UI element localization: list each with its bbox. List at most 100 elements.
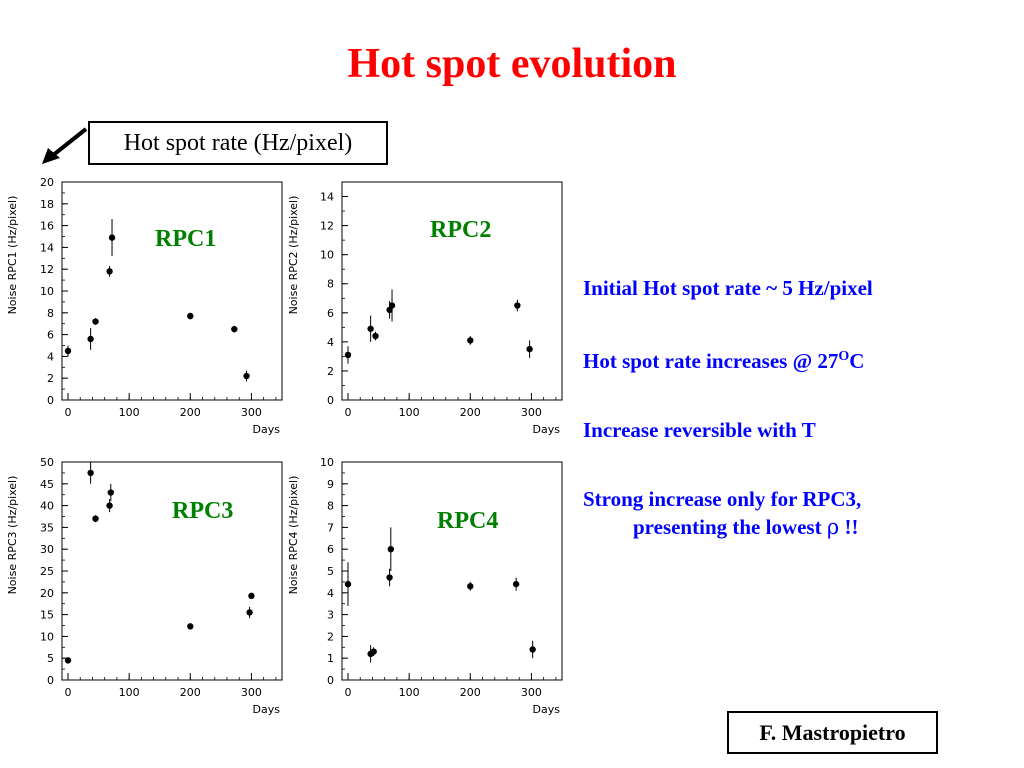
chart-rpc3: 0 5 10 15 20 25 30 35 40 45 50 0 100 200 300 Days Noise …: [6, 456, 283, 716]
data-point: [231, 325, 238, 333]
y-tick-label: 9: [327, 478, 334, 491]
data-point: [387, 546, 394, 553]
slide-title: Hot spot evolution: [347, 41, 677, 87]
note-rate-increase: Hot spot rate increases @ 27OC: [583, 343, 1013, 375]
data-point: [344, 351, 352, 359]
x-tick-label: 100: [399, 406, 420, 419]
x-tick-label: 300: [521, 406, 542, 419]
y-tick-label: 7: [327, 521, 334, 534]
x-tick-label: 200: [180, 686, 201, 699]
rpc-label: RPC2: [430, 217, 491, 243]
y-axis-title: Noise RPC1 (Hz/pixel): [6, 196, 19, 315]
data-point: [243, 372, 250, 380]
y-tick-label: 0: [327, 394, 334, 407]
data-point: [514, 302, 521, 309]
y-tick-label: 16: [40, 220, 54, 233]
y-tick-label: 12: [40, 263, 54, 276]
x-tick-label: 0: [345, 686, 352, 699]
y-tick-label: 0: [47, 394, 54, 407]
y-tick-label: 10: [40, 285, 54, 298]
y-tick-label: 5: [47, 652, 54, 665]
notes: Initial Hot spot rate ~ 5 Hz/pixel Hot s…: [583, 274, 1013, 541]
data-point: [64, 347, 72, 355]
y-tick-label: 10: [320, 249, 334, 262]
data-point: [512, 580, 520, 588]
y-tick-label: 20: [40, 587, 54, 600]
x-tick-label: 0: [65, 406, 72, 419]
data-point: [246, 609, 253, 616]
y-tick-label: 35: [40, 521, 54, 534]
rpc-label: RPC3: [172, 498, 233, 524]
data-point: [107, 489, 115, 496]
y-tick-label: 1: [327, 652, 334, 665]
x-tick-label: 100: [399, 686, 420, 699]
note-strong-increase: Strong increase only for RPC3,: [583, 487, 862, 511]
note-degree-sup: O: [838, 349, 850, 364]
data-point: [92, 318, 99, 325]
chart-rpc2: 0 2 4 6 8 10 12 14 0 100 200 300 Days Noise RPC2 (Hz/…: [287, 181, 563, 436]
y-tick-label: 14: [40, 241, 54, 254]
note-rate-increase-text: Hot spot rate increases @ 27: [583, 349, 839, 373]
note-initial-rate: Initial Hot spot rate ~ 5 Hz/pixel: [583, 276, 873, 300]
data-point: [367, 325, 374, 332]
data-point: [529, 646, 536, 653]
data-point: [372, 332, 379, 340]
y-tick-label: 8: [47, 307, 54, 320]
y-tick-label: 25: [40, 565, 54, 578]
x-tick-label: 200: [460, 406, 481, 419]
x-tick-label: 100: [119, 686, 140, 699]
y-tick-label: 15: [40, 609, 54, 622]
data-point: [388, 302, 396, 309]
x-tick-label: 200: [180, 406, 201, 419]
y-tick-label: 20: [40, 176, 54, 189]
x-axis-title: Days: [253, 423, 281, 436]
x-axis-title: Days: [253, 703, 281, 716]
y-tick-label: 2: [327, 365, 334, 378]
x-axis-title: Days: [533, 423, 561, 436]
y-axis-title: Noise RPC4 (Hz/pixel): [287, 476, 300, 595]
y-tick-label: 50: [40, 456, 54, 469]
data-point: [467, 337, 474, 344]
data-point: [87, 469, 94, 477]
y-tick-label: 8: [327, 500, 334, 513]
y-tick-label: 4: [327, 587, 334, 600]
plot-frame: [341, 461, 563, 681]
y-tick-label: 6: [327, 307, 334, 320]
x-tick-label: 0: [65, 686, 72, 699]
y-tick-label: 3: [327, 609, 334, 622]
rho-symbol: ρ: [826, 515, 840, 539]
note-lowest-rho: presenting the lowest ρ !!: [583, 513, 1013, 541]
y-tick-label: 0: [327, 674, 334, 687]
y-tick-label: 14: [320, 191, 334, 204]
plot-frame: [341, 181, 563, 401]
note-celsius: C: [849, 349, 865, 373]
y-tick-label: 6: [47, 329, 54, 342]
y-tick-label: 6: [327, 543, 334, 556]
y-axis-title: Noise RPC2 (Hz/pixel): [287, 196, 300, 315]
x-tick-label: 300: [521, 686, 542, 699]
y-tick-label: 10: [40, 630, 54, 643]
x-tick-label: 0: [345, 406, 352, 419]
note-exclaim: !!: [839, 515, 859, 539]
data-point: [248, 592, 255, 600]
y-tick-label: 45: [40, 478, 54, 491]
y-tick-label: 30: [40, 543, 54, 556]
x-tick-label: 200: [460, 686, 481, 699]
y-tick-label: 2: [327, 630, 334, 643]
data-point: [344, 580, 352, 588]
x-axis-title: Days: [533, 703, 561, 716]
note-lowest-text: presenting the lowest: [633, 515, 827, 539]
x-tick-label: 300: [241, 406, 262, 419]
y-tick-label: 8: [327, 278, 334, 291]
y-axis-title: Noise RPC3 (Hz/pixel): [6, 476, 19, 595]
data-point: [106, 268, 113, 275]
y-tick-label: 40: [40, 500, 54, 513]
arrow-icon: [42, 127, 88, 164]
data-point: [108, 234, 116, 241]
x-tick-label: 100: [119, 406, 140, 419]
hot-spot-rate-label: Hot spot rate (Hz/pixel): [88, 121, 388, 165]
data-point: [386, 574, 393, 581]
data-point: [64, 657, 72, 664]
